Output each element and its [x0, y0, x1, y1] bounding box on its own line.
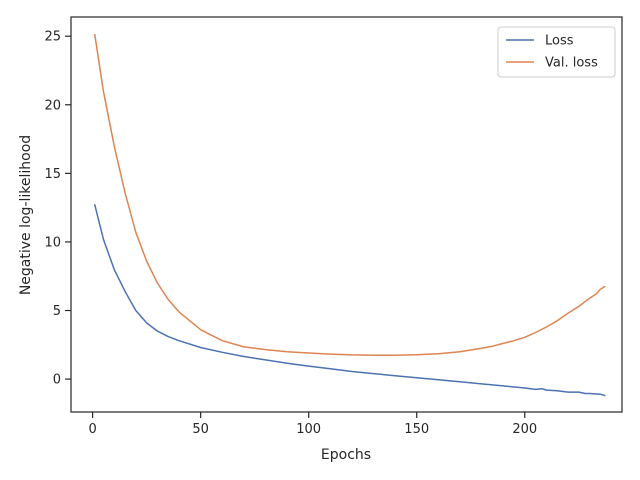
legend: Loss Val. loss: [497, 26, 616, 78]
plot-frame: [70, 16, 623, 413]
y-axis-ticks: 0 5 10 15 20 25: [44, 30, 71, 388]
series-line-0: [93, 203, 606, 397]
x-axis-label: Epochs: [321, 447, 371, 463]
y-tick-label: 10: [44, 235, 61, 250]
y-tick-label: 25: [44, 30, 61, 45]
plot-lines: [93, 33, 606, 397]
legend-label-0: Loss: [545, 34, 574, 49]
y-tick-label: 0: [53, 373, 61, 388]
x-tick-label: 150: [404, 422, 429, 437]
x-axis-ticks: 0 50 100 150 200: [88, 412, 537, 437]
y-axis-label: Negative log-likelihood: [18, 135, 34, 295]
x-tick-label: 0: [88, 422, 96, 437]
y-tick-label: 5: [53, 304, 61, 319]
x-tick-label: 200: [512, 422, 537, 437]
y-tick-label: 15: [44, 167, 61, 182]
x-tick-label: 50: [192, 422, 209, 437]
x-tick-label: 100: [296, 422, 321, 437]
y-tick-label: 20: [44, 98, 61, 113]
legend-label-1: Val. loss: [545, 56, 598, 71]
series-line-1: [93, 33, 606, 356]
